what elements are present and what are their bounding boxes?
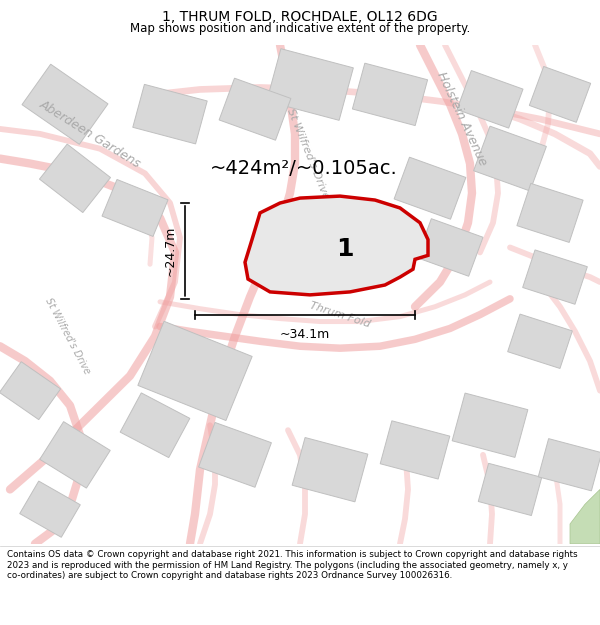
Polygon shape — [199, 422, 271, 488]
Polygon shape — [0, 362, 61, 419]
Text: Contains OS data © Crown copyright and database right 2021. This information is : Contains OS data © Crown copyright and d… — [7, 550, 578, 580]
Polygon shape — [245, 196, 428, 295]
Polygon shape — [517, 183, 583, 243]
Text: ~24.7m: ~24.7m — [164, 226, 177, 276]
Polygon shape — [292, 438, 368, 502]
Polygon shape — [102, 179, 168, 236]
Polygon shape — [219, 78, 291, 140]
Polygon shape — [478, 463, 542, 516]
Text: ~34.1m: ~34.1m — [280, 329, 330, 341]
Polygon shape — [523, 250, 587, 304]
Polygon shape — [40, 422, 110, 488]
Polygon shape — [266, 49, 353, 121]
Text: St Wilfred's Drive: St Wilfred's Drive — [44, 296, 92, 376]
Text: Holstein Avenue: Holstein Avenue — [434, 70, 490, 168]
Polygon shape — [417, 219, 483, 276]
Polygon shape — [473, 126, 547, 191]
Polygon shape — [529, 66, 590, 122]
Polygon shape — [457, 71, 523, 128]
Polygon shape — [452, 393, 528, 458]
Text: Thrum Fold: Thrum Fold — [308, 300, 371, 329]
Polygon shape — [538, 439, 600, 491]
Polygon shape — [40, 144, 110, 212]
Polygon shape — [22, 64, 108, 144]
Polygon shape — [120, 393, 190, 458]
Text: 1: 1 — [336, 238, 354, 261]
Polygon shape — [138, 321, 252, 421]
Text: Aberdeen Gardens: Aberdeen Gardens — [37, 98, 143, 171]
Text: St Wilfred's Drive: St Wilfred's Drive — [285, 107, 331, 201]
Polygon shape — [508, 314, 572, 369]
Text: 1, THRUM FOLD, ROCHDALE, OL12 6DG: 1, THRUM FOLD, ROCHDALE, OL12 6DG — [162, 10, 438, 24]
Text: Map shows position and indicative extent of the property.: Map shows position and indicative extent… — [130, 22, 470, 35]
Polygon shape — [380, 421, 450, 479]
Polygon shape — [352, 63, 428, 126]
Polygon shape — [133, 84, 207, 144]
Polygon shape — [394, 158, 466, 219]
Polygon shape — [570, 489, 600, 544]
Polygon shape — [20, 481, 80, 538]
Text: ~424m²/~0.105ac.: ~424m²/~0.105ac. — [210, 159, 398, 178]
